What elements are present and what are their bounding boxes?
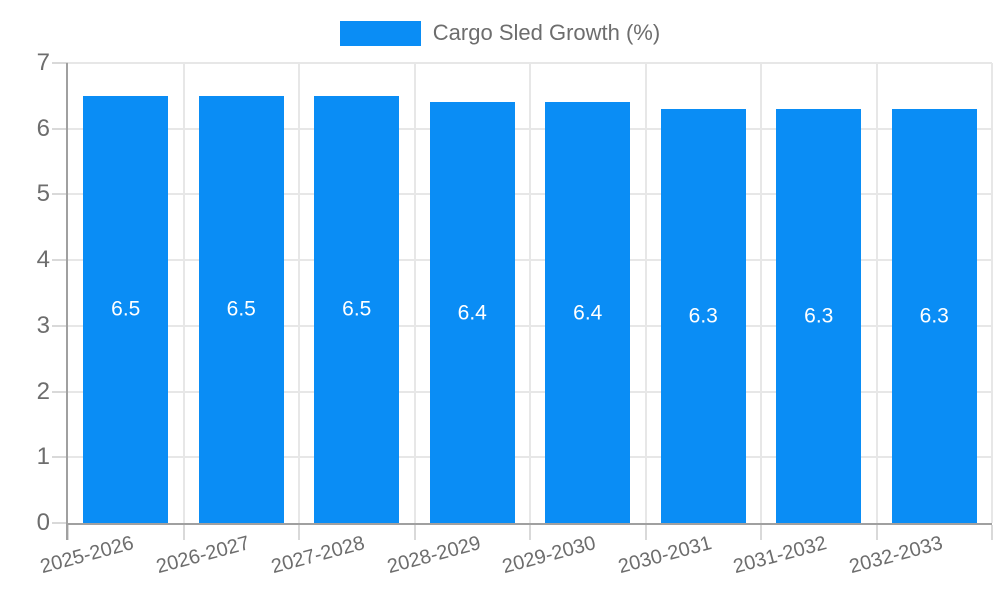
x-axis-label: 2029-2030 — [500, 532, 599, 579]
x-axis-label: 2031-2032 — [731, 532, 830, 579]
x-axis-line — [66, 523, 992, 525]
legend-label: Cargo Sled Growth (%) — [432, 20, 661, 45]
y-axis-tick — [52, 259, 68, 262]
bar-2031-2032[interactable]: 6.3 — [776, 109, 862, 523]
x-gridline — [760, 63, 762, 523]
bar-value-label: 6.5 — [111, 297, 141, 321]
x-axis-tick — [529, 525, 531, 540]
x-axis-tick — [413, 525, 416, 540]
bar-2025-2026[interactable]: 6.5 — [83, 95, 169, 523]
bar-value-label: 6.4 — [573, 301, 603, 325]
legend-item-cargo-sled-growth[interactable]: Cargo Sled Growth (%) — [339, 20, 661, 46]
y-axis-label: 6 — [36, 114, 50, 142]
bar-value-label: 6.3 — [804, 304, 834, 328]
bar-2026-2027[interactable]: 6.5 — [198, 95, 284, 523]
y-axis-label: 3 — [36, 311, 50, 339]
bar-2027-2028[interactable]: 6.5 — [314, 95, 400, 523]
bar-value-label: 6.5 — [226, 297, 256, 321]
bar-value-label: 6.3 — [688, 304, 718, 328]
y-axis-label: 5 — [36, 180, 50, 208]
chart-legend: Cargo Sled Growth (%) — [0, 20, 1000, 46]
x-axis-label: 2026-2027 — [153, 532, 252, 579]
x-gridline — [182, 63, 185, 523]
y-axis-tick — [52, 456, 68, 459]
y-axis-label: 0 — [36, 509, 50, 536]
x-axis-tick — [875, 525, 878, 540]
x-gridline — [413, 63, 416, 523]
x-axis-tick — [991, 525, 993, 540]
x-axis-label: 2025-2026 — [38, 532, 137, 579]
y-axis-label: 4 — [36, 246, 50, 274]
x-axis-label: 2032-2033 — [846, 532, 945, 579]
y-axis-label: 2 — [36, 377, 50, 405]
y-axis-label: 7 — [36, 49, 50, 76]
y-axis-line — [66, 63, 68, 540]
x-gridline — [875, 63, 878, 523]
x-axis-tick — [644, 525, 647, 540]
y-axis-tick — [52, 62, 68, 64]
y-axis-tick — [52, 390, 68, 393]
y-axis-tick — [52, 522, 68, 524]
x-axis-label: 2028-2029 — [384, 532, 483, 579]
bar-2032-2033[interactable]: 6.3 — [891, 109, 977, 523]
x-axis-tick — [182, 525, 185, 540]
x-gridline — [644, 63, 647, 523]
x-axis-label: 2027-2028 — [269, 532, 368, 579]
bar-value-label: 6.3 — [919, 304, 949, 328]
bar-value-label: 6.5 — [342, 297, 372, 321]
legend-color-swatch — [339, 20, 421, 46]
bar-2028-2029[interactable]: 6.4 — [429, 102, 515, 523]
y-axis-tick — [52, 127, 68, 130]
x-gridline — [298, 63, 300, 523]
bar-2029-2030[interactable]: 6.4 — [545, 102, 631, 523]
y-axis-label: 1 — [36, 443, 50, 471]
bar-value-label: 6.4 — [457, 301, 487, 325]
x-axis-tick — [67, 525, 69, 540]
y-axis-tick — [52, 193, 68, 196]
x-axis-tick — [298, 525, 300, 540]
bar-2030-2031[interactable]: 6.3 — [660, 109, 746, 523]
x-gridline — [991, 63, 993, 523]
x-gridline — [529, 63, 531, 523]
y-axis-tick — [52, 324, 68, 327]
x-axis-label: 2030-2031 — [615, 532, 714, 579]
x-axis-tick — [760, 525, 762, 540]
